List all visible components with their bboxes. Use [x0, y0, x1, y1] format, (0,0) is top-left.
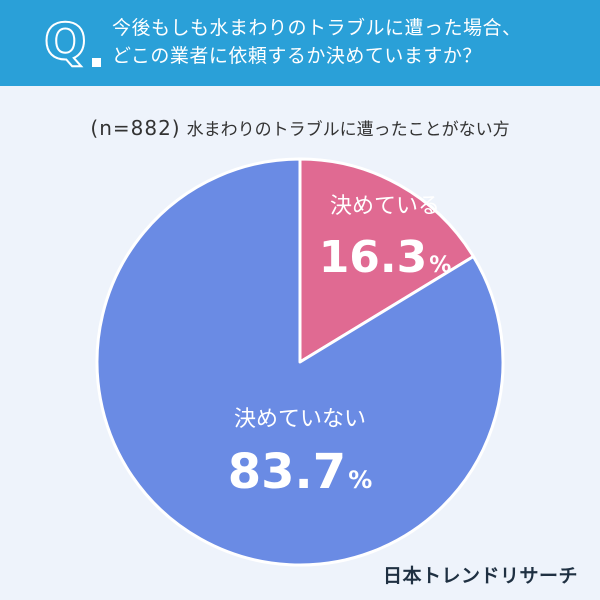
slice-value-1: 16.3%	[319, 232, 452, 283]
question-header: Q 今後もしも水まわりのトラブルに遭った場合、 どこの業者に依頼するか決めていま…	[0, 0, 600, 86]
slice-label-2: 決めていない	[234, 407, 366, 432]
slice-label-1: 決めている	[330, 194, 440, 219]
sample-size: (n=882)	[90, 116, 181, 140]
subtitle-text: 水まわりのトラブルに遭ったことがない方	[186, 120, 510, 140]
pie-slice-1	[298, 157, 475, 364]
question-line-1: 今後もしも水まわりのトラブルに遭った場合、	[112, 17, 522, 39]
chart-subtitle: (n=882) 水まわりのトラブルに遭ったことがない方	[0, 115, 600, 140]
q-mark: Q	[43, 13, 87, 71]
q-mark-dot	[92, 58, 101, 67]
question-text: 今後もしも水まわりのトラブルに遭った場合、 どこの業者に依頼するか決めていますか…	[112, 14, 582, 70]
question-line-2: どこの業者に依頼するか決めていますか？	[112, 45, 482, 67]
slice-value-2: 83.7%	[228, 444, 372, 500]
pie-slice-2	[95, 157, 505, 567]
brand-logo: 日本トレンドリサーチ	[382, 565, 578, 587]
